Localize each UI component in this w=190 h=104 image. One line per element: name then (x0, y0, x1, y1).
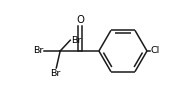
Text: Br: Br (71, 36, 81, 45)
Text: O: O (76, 15, 84, 25)
Text: Cl: Cl (151, 46, 160, 55)
Text: Br: Br (33, 46, 43, 55)
Text: Br: Br (50, 69, 61, 78)
